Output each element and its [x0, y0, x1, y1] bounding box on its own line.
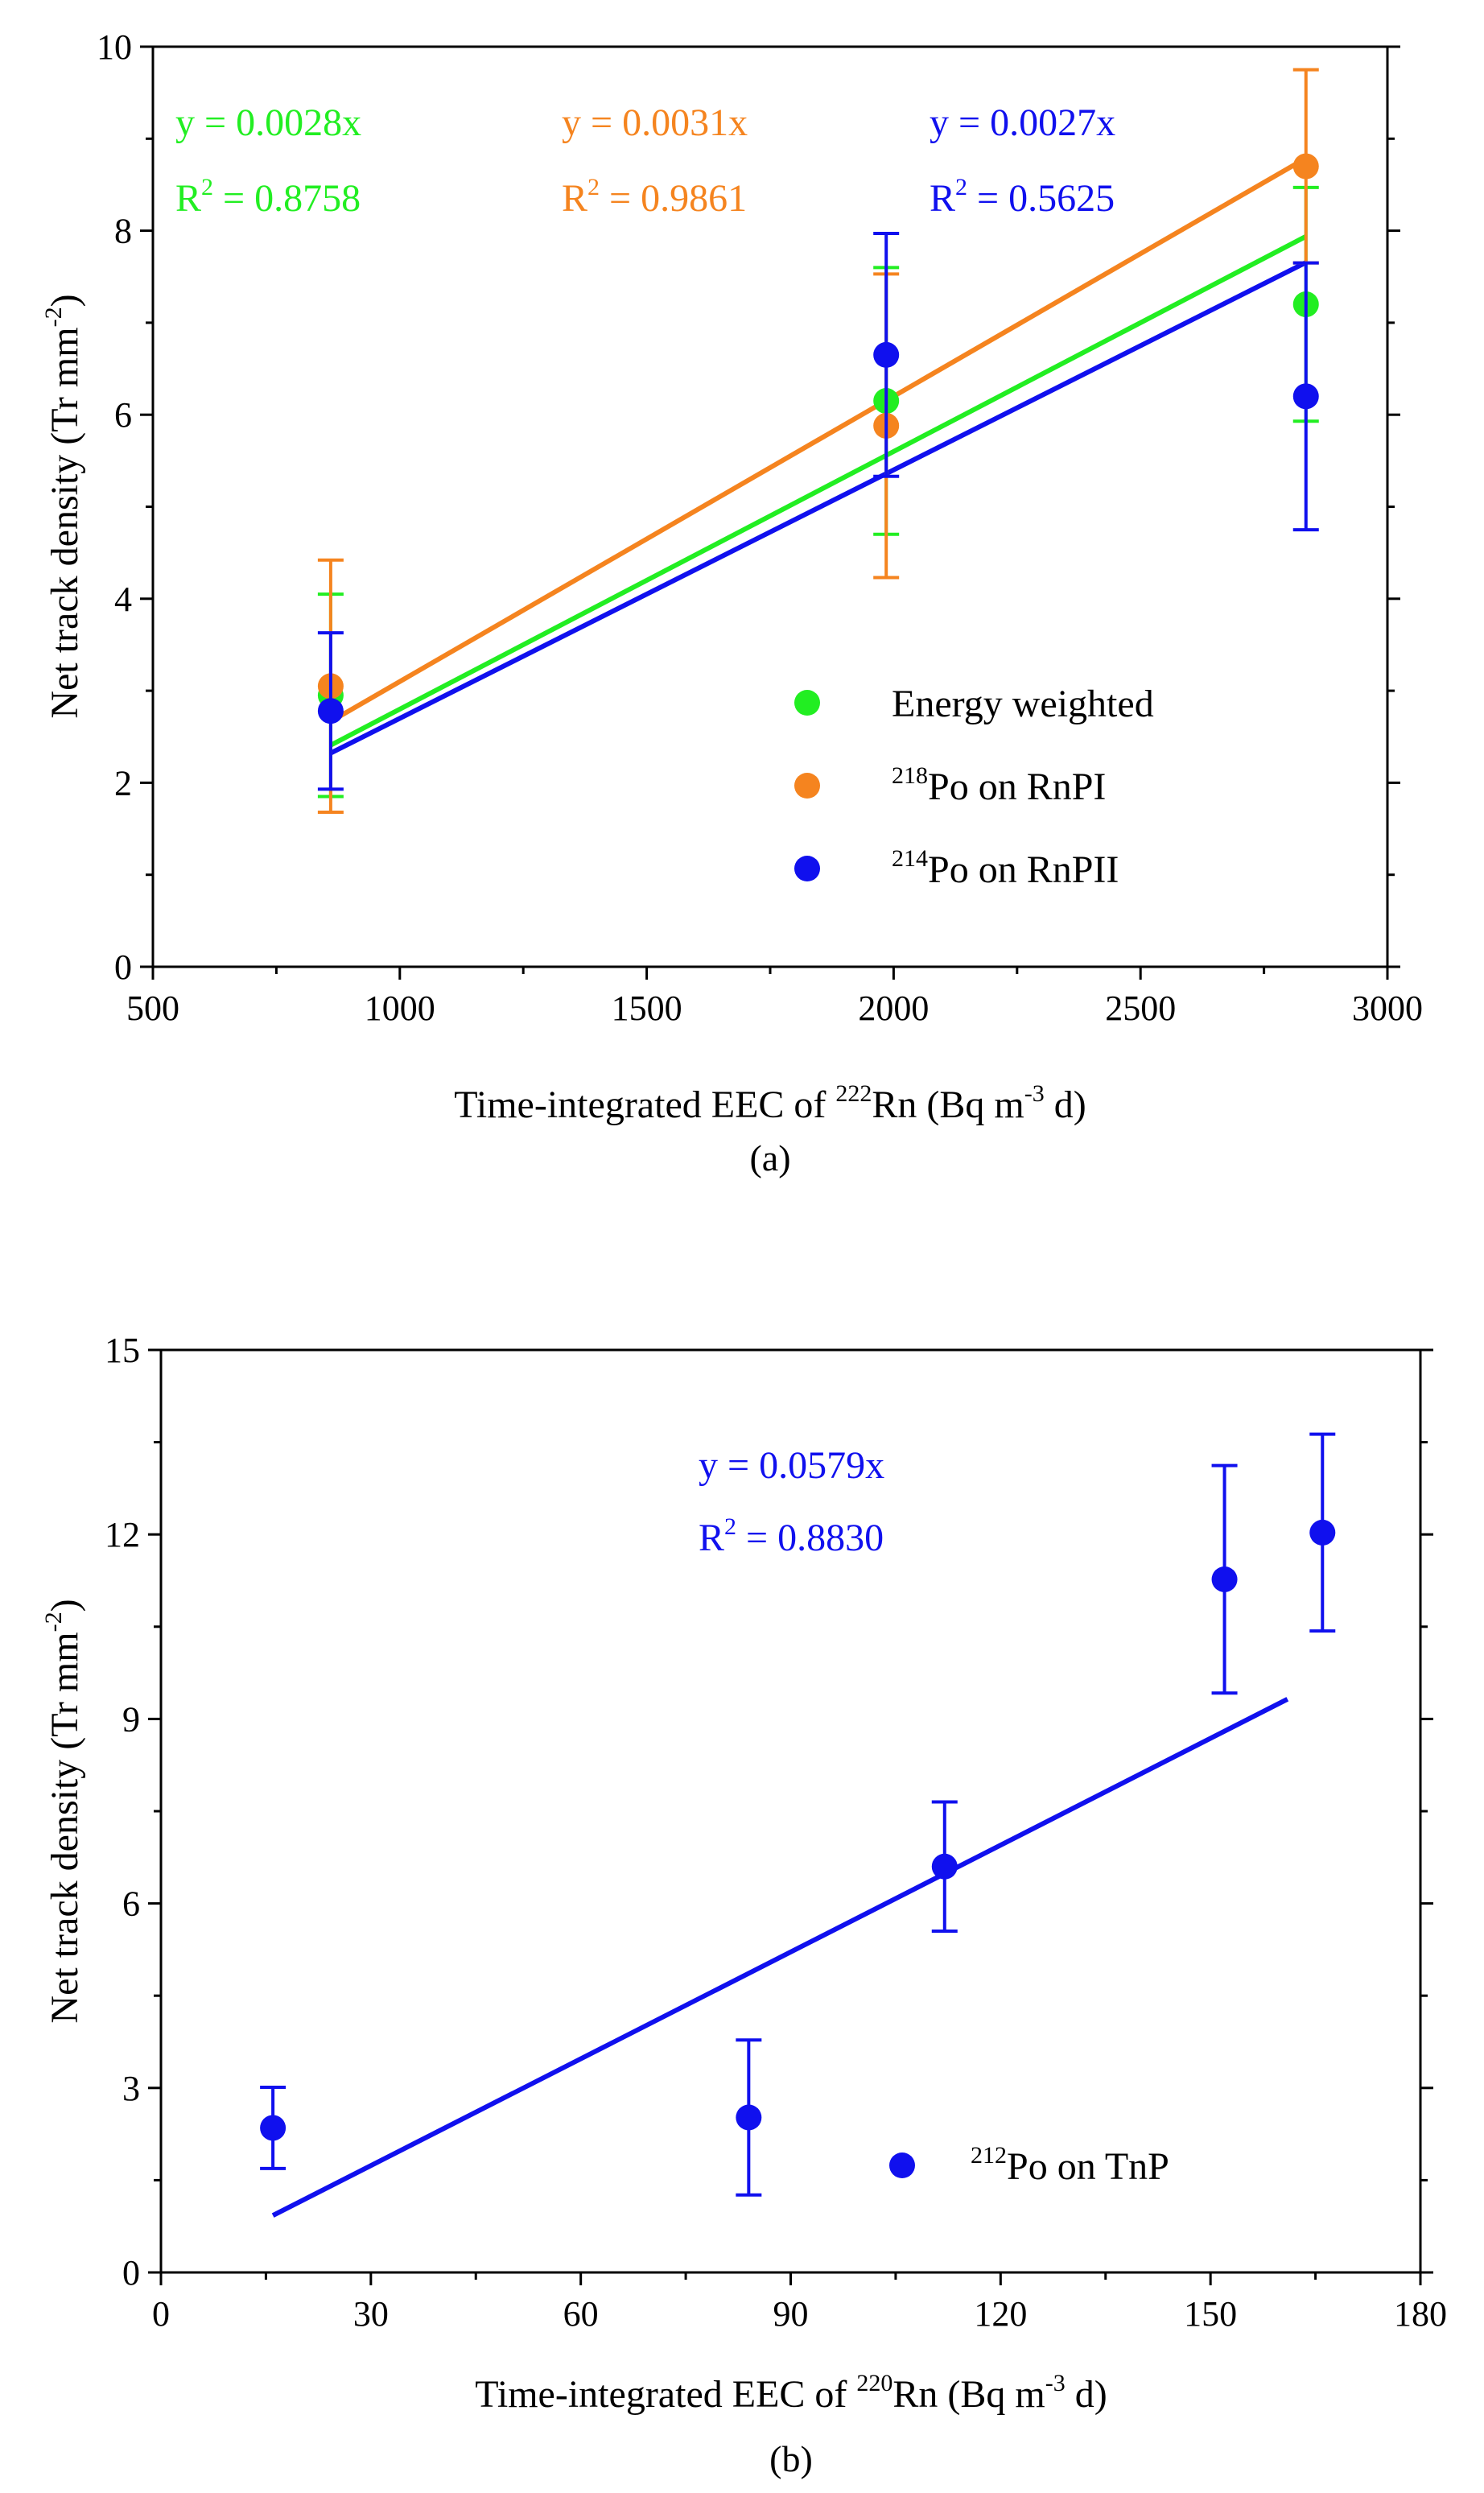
data-point-214po-on-rnpii [317, 698, 344, 724]
data-marks-b [260, 1432, 1336, 2218]
y-tick-label: 0 [114, 947, 132, 987]
y-tick-label: 4 [114, 580, 132, 619]
y-tick-label: 0 [122, 2253, 140, 2293]
x-tick-label: 3000 [1352, 989, 1423, 1028]
x-axis-title-b: Time-integrated EEC of 220Rn (Bq m-3 d) [475, 2370, 1107, 2416]
chart-a: 500 1000 1500 2000 2500 3000 0 2 4 6 8 10 y = 0.002… [40, 27, 1423, 1178]
fit-line-218po-on-rnpi [329, 155, 1308, 724]
data-point-214po-on-rnpii [1292, 383, 1319, 410]
y-tick-label: 9 [122, 1699, 140, 1739]
data-point-212po-on-tnp [736, 2104, 762, 2131]
legend-label-218po: 218Po on RnPI [892, 762, 1106, 808]
legend-a: Energy weighted 218Po on RnPI 214Po on R… [794, 683, 1154, 891]
x-tick-label: 120 [974, 2294, 1027, 2334]
fit-equation-212po: y = 0.0579x [699, 1444, 884, 1487]
data-point-212po-on-tnp [260, 2115, 286, 2141]
axes-ticks-b: 0 30 60 90 120 150 180 0 3 6 9 12 15 [105, 1331, 1447, 2334]
x-tick-label: 500 [126, 989, 179, 1028]
x-tick-label: 2500 [1105, 989, 1176, 1028]
y-tick-label: 6 [122, 1884, 140, 1924]
y-tick-label: 6 [114, 395, 132, 435]
plot-frame-b [159, 1348, 1422, 2274]
legend-label-214po: 214Po on RnPII [892, 845, 1119, 891]
data-point-212po-on-tnp [1211, 1566, 1238, 1592]
legend-label-energy-weighted: Energy weighted [892, 683, 1154, 725]
x-tick-label: 1000 [365, 989, 435, 1028]
fit-equation-214po: y = 0.0027x [930, 101, 1115, 144]
data-marks-a [317, 68, 1319, 814]
legend-marker-212po [889, 2152, 915, 2178]
axes-ticks-a: 500 1000 1500 2000 2500 3000 0 2 4 6 8 10 [97, 27, 1423, 1028]
legend-marker-energy-weighted [794, 690, 820, 716]
data-point-218po-on-rnpi [1292, 153, 1319, 180]
legend-b: 212Po on TnP [889, 2142, 1169, 2188]
x-tick-label: 90 [773, 2294, 809, 2334]
x-tick-label: 1500 [612, 989, 682, 1028]
y-tick-label: 8 [114, 212, 132, 251]
y-tick-label: 10 [97, 27, 132, 67]
fit-line-212po-on-tnp [271, 1697, 1289, 2218]
data-point-212po-on-tnp [1309, 1519, 1336, 1546]
x-tick-label: 2000 [858, 989, 929, 1028]
fit-line-214po-on-rnpii [329, 260, 1308, 756]
caption-a: (a) [749, 1137, 790, 1178]
x-tick-label: 150 [1184, 2294, 1237, 2334]
x-tick-label: 60 [563, 2294, 599, 2334]
fit-r2-212po: R2 = 0.8830 [699, 1513, 884, 1559]
chart-b: 0 30 60 90 120 150 180 0 3 6 9 12 15 y = 0.0579x R2 … [40, 1331, 1447, 2479]
legend-marker-218po [794, 773, 820, 799]
legend-label-212po: 212Po on TnP [971, 2142, 1169, 2188]
x-tick-label: 180 [1394, 2294, 1447, 2334]
fit-r2-energy-weighted: R2 = 0.8758 [175, 174, 361, 220]
y-tick-label: 2 [114, 763, 132, 803]
y-axis-title-b: Net track density (Tr mm-2) [40, 1599, 86, 2023]
fit-r2-218po: R2 = 0.9861 [562, 174, 747, 220]
x-tick-label: 30 [353, 2294, 389, 2334]
fit-equation-218po: y = 0.0031x [562, 101, 748, 144]
legend-marker-214po [794, 856, 820, 881]
y-tick-label: 3 [122, 2069, 140, 2108]
y-tick-label: 12 [105, 1515, 140, 1554]
fit-equation-energy-weighted: y = 0.0028x [175, 101, 361, 144]
x-axis-title-a: Time-integrated EEC of 222Rn (Bq m-3 d) [454, 1080, 1086, 1126]
y-tick-label: 15 [105, 1331, 140, 1370]
fit-r2-214po: R2 = 0.5625 [930, 174, 1115, 220]
y-axis-title-a: Net track density (Tr mm-2) [40, 294, 86, 718]
data-point-212po-on-tnp [931, 1853, 958, 1880]
caption-b: (b) [769, 2438, 813, 2479]
fit-line-energy-weighted [329, 234, 1308, 748]
data-point-214po-on-rnpii [873, 341, 900, 368]
x-tick-label: 0 [152, 2294, 170, 2334]
